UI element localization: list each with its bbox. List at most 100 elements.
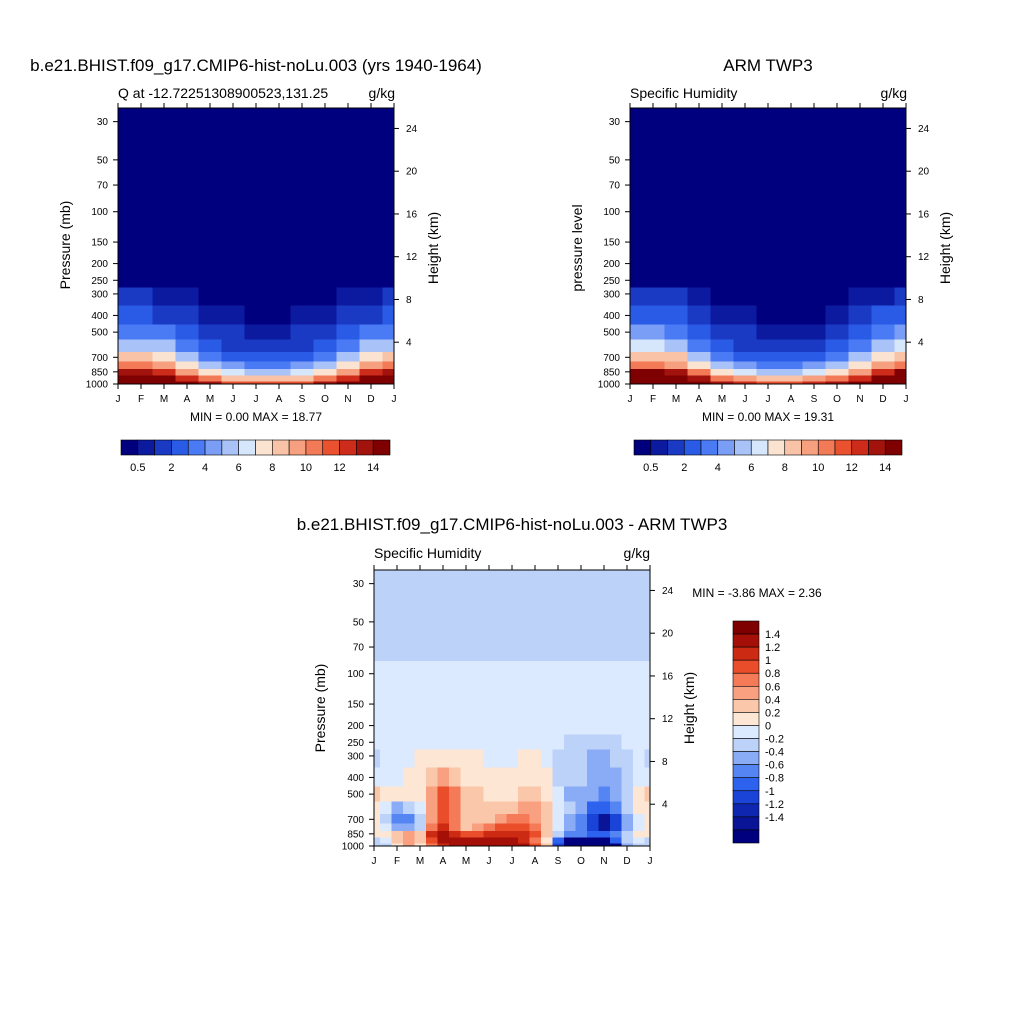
- y-tick-label: 300: [603, 289, 620, 300]
- heatmap-cell: [359, 140, 384, 174]
- heatmap-cell: [471, 602, 484, 636]
- heatmap-cell: [563, 766, 576, 787]
- heatmap-cell: [129, 140, 154, 174]
- x-tick-label: S: [555, 856, 562, 867]
- heatmap-cell: [391, 660, 404, 690]
- heatmap-cell: [563, 843, 576, 847]
- colorbar-swatch: [732, 633, 760, 648]
- heatmap-cell: [198, 381, 223, 385]
- heatmap-cell: [733, 226, 758, 254]
- heatmap-cell: [517, 823, 530, 831]
- heatmap-cell: [152, 381, 177, 385]
- heatmap-cell: [825, 304, 850, 325]
- heatmap-cell: [621, 837, 634, 844]
- heatmap-cell: [621, 733, 634, 750]
- heatmap-cell: [382, 351, 395, 362]
- y-tick-label: 150: [603, 238, 620, 249]
- heatmap-cell: [506, 749, 519, 768]
- heatmap-cell: [221, 287, 246, 306]
- heatmap-cell: [552, 843, 565, 847]
- heatmap-cell: [471, 830, 484, 838]
- heatmap-cell: [641, 351, 666, 362]
- heatmap-cell: [733, 381, 758, 385]
- heatmap-cell: [494, 660, 507, 690]
- panel-obs-ylabel: pressure level: [569, 204, 585, 291]
- y-right-tick-label: 16: [662, 671, 674, 682]
- heatmap-cell: [460, 570, 473, 604]
- colorbar-label: -1: [765, 786, 775, 798]
- heatmap-cell: [506, 634, 519, 661]
- heatmap-cell: [483, 785, 496, 802]
- heatmap-cell: [175, 198, 200, 228]
- heatmap-cell: [425, 823, 438, 831]
- colorbar-label: 8: [782, 462, 788, 474]
- x-tick-label: N: [856, 394, 863, 405]
- heatmap-cell: [460, 843, 473, 847]
- heatmap-cell: [460, 813, 473, 824]
- heatmap-cell: [733, 140, 758, 174]
- heatmap-cell: [391, 602, 404, 636]
- heatmap-cell: [529, 785, 542, 802]
- heatmap-cell: [779, 252, 804, 273]
- heatmap-cell: [598, 823, 611, 831]
- heatmap-cell: [825, 368, 850, 376]
- heatmap-cell: [802, 375, 827, 382]
- panel-diff-ylabel: Pressure (mb): [312, 664, 328, 753]
- x-tick-label: S: [299, 394, 306, 405]
- x-tick-label: J: [904, 394, 909, 405]
- x-tick-label: M: [206, 394, 214, 405]
- heatmap-cell: [871, 304, 896, 325]
- heatmap-cell: [414, 660, 427, 690]
- heatmap-cell: [552, 634, 565, 661]
- heatmap-cell: [621, 634, 634, 661]
- heatmap-cell: [414, 843, 427, 847]
- y-tick-label: 700: [603, 353, 620, 364]
- heatmap-cell: [129, 351, 154, 362]
- heatmap-cell: [448, 823, 461, 831]
- heatmap-cell: [586, 688, 599, 716]
- heatmap-cell: [756, 172, 781, 199]
- heatmap-cell: [779, 361, 804, 369]
- y-tick-label: 400: [347, 773, 364, 784]
- heatmap-cell: [244, 172, 269, 199]
- heatmap-cell: [733, 108, 758, 142]
- heatmap-cell: [379, 570, 392, 604]
- heatmap-cell: [506, 688, 519, 716]
- colorbar-label: 4: [202, 462, 208, 474]
- heatmap-cell: [244, 351, 269, 362]
- heatmap-cell: [374, 823, 381, 831]
- heatmap-cell: [575, 823, 588, 831]
- heatmap-cell: [710, 271, 735, 288]
- heatmap-cell: [460, 785, 473, 802]
- heatmap-cell: [175, 271, 200, 288]
- heatmap-cell: [129, 198, 154, 228]
- heatmap-cell: [848, 226, 873, 254]
- heatmap-cell: [382, 381, 395, 385]
- colorbar-swatch: [750, 439, 769, 456]
- heatmap-cell: [152, 252, 177, 273]
- heatmap-cell: [336, 140, 361, 174]
- heatmap-cell: [710, 381, 735, 385]
- heatmap-cell: [313, 108, 338, 142]
- heatmap-cell: [471, 813, 484, 824]
- heatmap-cell: [575, 602, 588, 636]
- heatmap-cell: [414, 602, 427, 636]
- heatmap-cell: [448, 800, 461, 815]
- heatmap-cell: [506, 766, 519, 787]
- heatmap-cell: [575, 714, 588, 735]
- heatmap-cell: [198, 108, 223, 142]
- heatmap-cell: [460, 830, 473, 838]
- heatmap-cell: [621, 813, 634, 824]
- heatmap-cell: [336, 323, 361, 340]
- heatmap-cell: [630, 368, 643, 376]
- heatmap-cell: [379, 749, 392, 768]
- heatmap-cell: [632, 823, 645, 831]
- heatmap-cell: [221, 351, 246, 362]
- heatmap-cell: [382, 172, 395, 199]
- heatmap-cell: [529, 570, 542, 604]
- heatmap-cell: [374, 830, 381, 838]
- heatmap-cell: [506, 813, 519, 824]
- heatmap-cell: [687, 198, 712, 228]
- heatmap-cell: [710, 361, 735, 369]
- heatmap-cell: [529, 800, 542, 815]
